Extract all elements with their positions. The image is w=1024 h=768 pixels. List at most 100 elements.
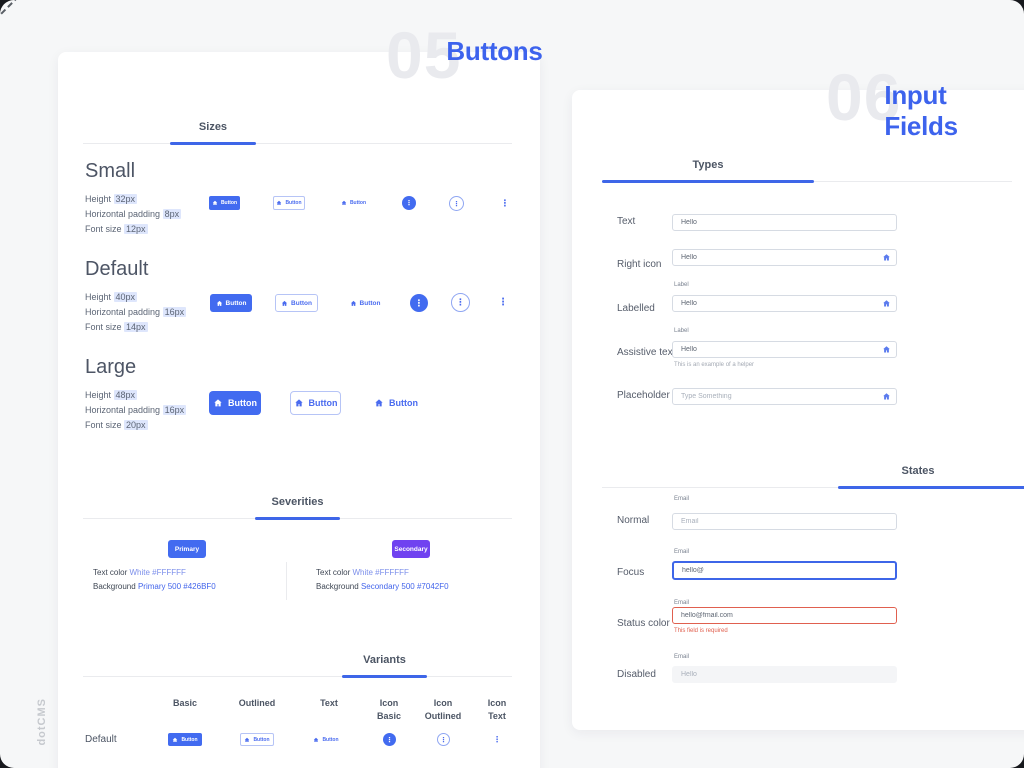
small-specs: Height 32px Horizontal padding 8px Font … — [85, 194, 182, 234]
variants-col-icon-basic: Icon Basic — [376, 698, 402, 721]
variants-row-default: Default — [85, 734, 117, 745]
states-tab-indicator — [838, 486, 1024, 489]
tab-sizes[interactable]: Sizes — [198, 121, 228, 133]
types-tab-indicator — [602, 180, 814, 183]
variants-tab-indicator — [342, 675, 427, 678]
variant-outlined-button[interactable]: Button — [240, 733, 274, 746]
ellipsis-icon: ⋮ — [386, 736, 393, 744]
primary-severity-specs: Text color White #FFFFFF Background Prim… — [93, 568, 216, 591]
home-icon — [216, 300, 223, 307]
spec-value: 14px — [124, 322, 148, 332]
default-text-button[interactable]: Button — [350, 294, 380, 312]
row-label-focus: Focus — [617, 567, 645, 578]
severity-divider — [286, 562, 287, 600]
variants-col-icon-outlined: Icon Outlined — [424, 698, 462, 721]
normal-state-input[interactable] — [672, 513, 897, 530]
status-state-input[interactable] — [672, 607, 897, 624]
tab-baseline — [83, 143, 512, 144]
variant-icon-outlined-button[interactable]: ⋮ — [437, 733, 450, 746]
home-icon — [172, 737, 178, 743]
default-icon-text-button[interactable]: ⋮ — [498, 297, 508, 308]
spec-value: 12px — [124, 224, 148, 234]
field-label: Email — [674, 496, 690, 502]
small-icon-text-button[interactable]: ⋮ — [500, 198, 510, 208]
tab-variants[interactable]: Variants — [363, 654, 406, 666]
corner-decoration — [0, 0, 27, 22]
spec-value: 16px — [162, 307, 187, 317]
field-label: Email — [674, 654, 690, 660]
severities-tab-indicator — [255, 517, 340, 520]
variants-tabbar: Variants — [83, 654, 512, 678]
right-icon-input[interactable] — [672, 249, 897, 266]
large-outlined-button[interactable]: Button — [290, 391, 341, 415]
home-icon — [213, 398, 223, 408]
default-outlined-button[interactable]: Button — [275, 294, 318, 312]
home-icon — [350, 300, 357, 307]
home-icon — [882, 345, 891, 354]
variants-col-text: Text — [320, 698, 338, 708]
size-heading-default: Default — [85, 258, 149, 280]
ellipsis-icon: ⋮ — [456, 297, 465, 307]
buttons-card: Sizes Small Height 32px Horizontal paddi… — [58, 52, 540, 768]
large-specs: Height 48px Horizontal padding 16px Font… — [85, 390, 187, 430]
spec-value: 48px — [113, 390, 138, 400]
home-icon — [313, 737, 319, 743]
error-message: This field is required — [674, 628, 728, 634]
row-label-text: Text — [617, 216, 636, 227]
small-text-button[interactable]: Button — [340, 196, 367, 210]
home-icon — [281, 300, 288, 307]
field-label: Label — [674, 328, 689, 334]
spec-value: 16px — [162, 405, 187, 415]
ellipsis-icon: ⋮ — [440, 736, 447, 744]
states-tabbar: States — [602, 465, 1024, 489]
home-icon — [341, 200, 347, 206]
sizes-tab-indicator — [170, 142, 256, 145]
disabled-state-input — [672, 666, 897, 683]
row-label-labelled: Labelled — [617, 303, 655, 314]
tab-baseline — [83, 676, 512, 677]
default-icon-outlined-button[interactable]: ⋮ — [451, 293, 470, 312]
default-basic-button[interactable]: Button — [210, 294, 252, 312]
ellipsis-icon: ⋮ — [414, 297, 424, 308]
home-icon — [244, 737, 250, 743]
row-label-status-color: Status color — [617, 618, 670, 629]
severities-tabbar: Severities — [83, 496, 512, 520]
labelled-input[interactable] — [672, 295, 897, 312]
small-basic-button[interactable]: Button — [209, 196, 240, 210]
large-text-button[interactable]: Button — [378, 391, 418, 415]
spec-value: 20px — [124, 420, 148, 430]
small-icon-basic-button[interactable]: ⋮ — [402, 196, 416, 210]
text-input[interactable] — [672, 214, 897, 231]
row-label-disabled: Disabled — [617, 669, 656, 680]
home-icon — [374, 398, 384, 408]
variant-basic-button[interactable]: Button — [168, 733, 202, 746]
secondary-severity-button[interactable]: Secondary — [392, 540, 430, 558]
input-fields-card: Types Text Right icon Label Labelled Lab… — [572, 90, 1024, 730]
large-basic-button[interactable]: Button — [209, 391, 261, 415]
tab-severities[interactable]: Severities — [271, 496, 324, 508]
types-tabbar: Types — [602, 159, 1012, 183]
assistive-input[interactable] — [672, 341, 897, 358]
placeholder-input[interactable] — [672, 388, 897, 405]
home-icon — [212, 200, 218, 206]
home-icon — [294, 398, 304, 408]
variant-icon-text-button[interactable]: ⋮ — [493, 735, 501, 744]
size-heading-large: Large — [85, 356, 137, 378]
small-outlined-button[interactable]: Button — [273, 196, 305, 210]
variants-col-outlined: Outlined — [238, 698, 276, 708]
ellipsis-icon: ⋮ — [453, 200, 460, 208]
default-icon-basic-button[interactable]: ⋮ — [410, 294, 428, 312]
field-label: Email — [674, 600, 690, 606]
tab-types[interactable]: Types — [692, 159, 724, 171]
spec-value: 32px — [113, 194, 138, 204]
tab-states[interactable]: States — [901, 465, 935, 477]
primary-severity-button[interactable]: Primary — [168, 540, 206, 558]
variant-text-button[interactable]: Button — [312, 733, 340, 746]
focus-state-input[interactable] — [672, 561, 897, 580]
home-icon — [882, 253, 891, 262]
ellipsis-icon: ⋮ — [405, 200, 413, 207]
small-icon-outlined-button[interactable]: ⋮ — [449, 196, 464, 211]
variant-icon-basic-button[interactable]: ⋮ — [383, 733, 396, 746]
sizes-tabbar: Sizes — [83, 121, 512, 145]
default-specs: Height 40px Horizontal padding 16px Font… — [85, 292, 187, 332]
